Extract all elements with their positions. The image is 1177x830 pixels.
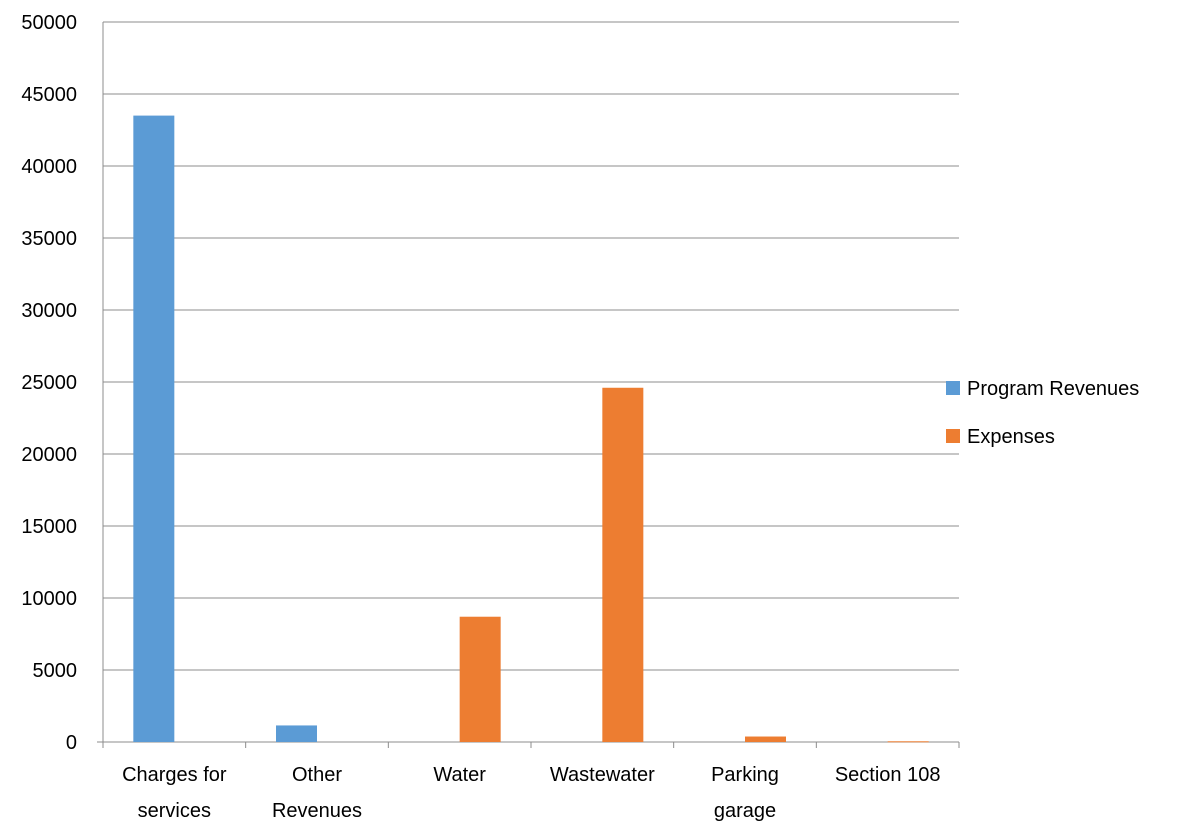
legend: Program Revenues Expenses	[946, 378, 1139, 448]
x-category-label-line: Section 108	[835, 764, 941, 786]
x-category-label-line: garage	[714, 800, 776, 822]
legend-label: Program Revenues	[967, 378, 1139, 400]
x-category-label: Section 108	[835, 764, 941, 786]
y-tick-label: 25000	[21, 372, 77, 394]
y-tick-label: 35000	[21, 228, 77, 250]
y-tick-label: 10000	[21, 588, 77, 610]
legend-label: Expenses	[967, 426, 1055, 448]
x-category-label: Parking garage	[711, 764, 779, 822]
x-tick-labels: Charges for services Other Revenues Water Was…	[122, 764, 940, 822]
legend-swatch	[946, 381, 960, 395]
x-category-label-line: Charges for	[122, 764, 227, 786]
x-category-label: Other Revenues	[272, 764, 362, 822]
bars	[133, 115, 929, 743]
x-category-label-line: services	[138, 800, 211, 822]
bar-expenses	[459, 616, 501, 742]
bar-expenses	[745, 736, 786, 742]
y-tick-label: 30000	[21, 300, 77, 322]
axes	[97, 22, 960, 748]
y-tick-label: 5000	[33, 660, 78, 682]
legend-swatch	[946, 429, 960, 443]
bar-program-revenues	[276, 725, 317, 742]
legend-entry: Expenses	[946, 426, 1055, 448]
bar-program-revenues	[133, 115, 175, 743]
legend-entry: Program Revenues	[946, 378, 1139, 400]
x-category-label-line: Revenues	[272, 800, 362, 822]
y-tick-label: 45000	[21, 84, 77, 106]
y-tick-label: 40000	[21, 156, 77, 178]
y-tick-label: 0	[66, 732, 77, 754]
x-category-label: Charges for services	[122, 764, 227, 822]
bar-expenses	[887, 741, 929, 743]
y-tick-label: 20000	[21, 444, 77, 466]
x-category-label-line: Water	[433, 764, 486, 786]
x-category-label: Water	[433, 764, 486, 786]
x-category-label-line: Wastewater	[550, 764, 655, 786]
bar-expenses	[602, 387, 644, 742]
x-category-label: Wastewater	[550, 764, 655, 786]
gridlines	[103, 21, 959, 671]
x-category-label-line: Parking	[711, 764, 779, 786]
y-tick-label: 15000	[21, 516, 77, 538]
y-tick-label: 50000	[21, 12, 77, 34]
x-category-label-line: Other	[292, 764, 342, 786]
y-tick-labels: 0 5000 10000 15000 20000 25000 30000 35000 40000…	[21, 12, 77, 754]
